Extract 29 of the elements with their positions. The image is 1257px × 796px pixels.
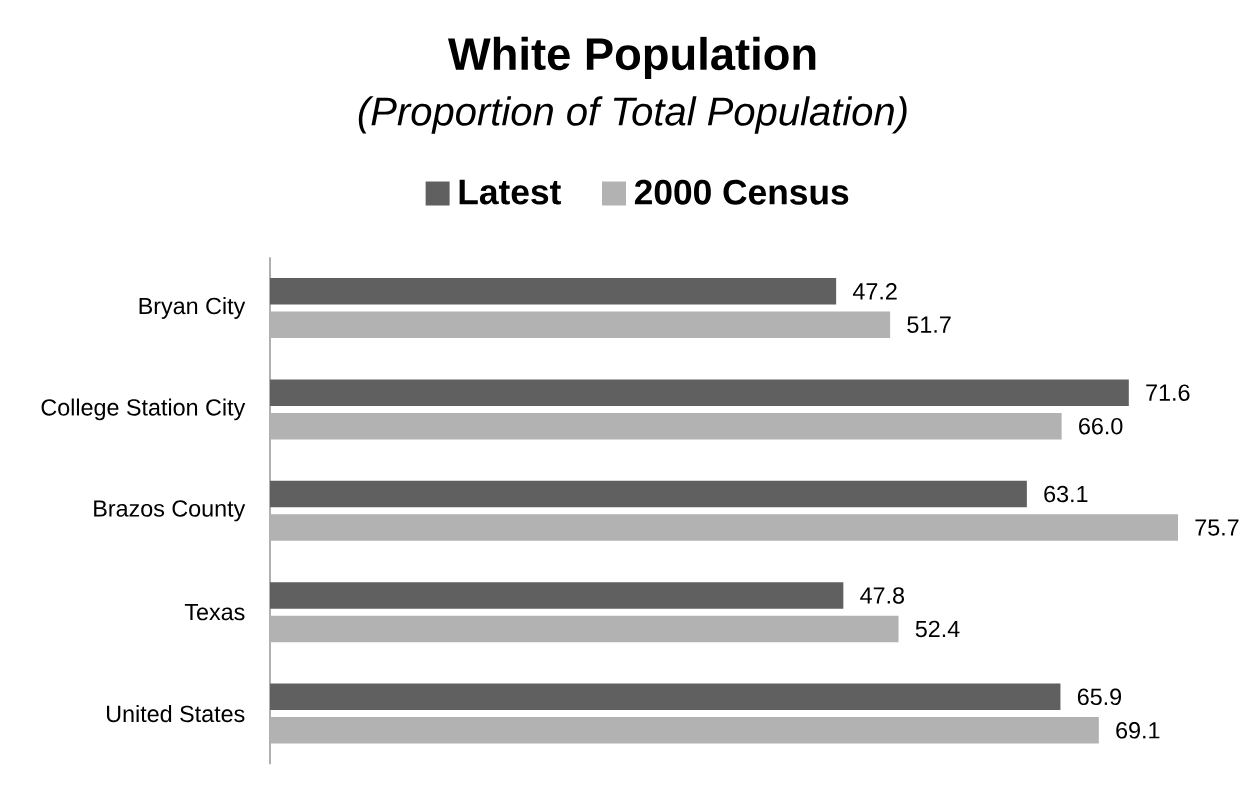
bar (270, 412, 1062, 440)
bar (270, 379, 1129, 406)
y-tick-label: College Station City (41, 398, 246, 421)
y-tick-label: Texas (184, 604, 245, 621)
bar (270, 278, 837, 305)
y-tick-label: United States (107, 705, 245, 723)
bar (270, 683, 1061, 711)
bar (270, 480, 1027, 508)
chart-subtitle: (Proportion of Total Population) (358, 96, 907, 134)
data-label: 65.9 (1077, 688, 1122, 706)
chart-title: White Population (447, 36, 816, 80)
data-label: 47.2 (852, 283, 897, 300)
y-tick-label: Bryan City (139, 297, 246, 319)
data-label: 51.7 (907, 316, 951, 333)
data-label: 69.1 (1116, 722, 1160, 739)
bar (270, 582, 844, 609)
bar (270, 717, 1099, 744)
bar (270, 311, 891, 338)
data-label: 52.4 (915, 620, 960, 638)
bar (270, 615, 899, 643)
y-tick-label: Brazos County (94, 500, 246, 522)
data-label: 66.0 (1079, 417, 1123, 435)
data-label: 71.6 (1146, 384, 1190, 401)
data-label: 47.8 (860, 587, 905, 604)
legend-label: Latest (459, 179, 561, 205)
bar (270, 514, 1178, 541)
data-label: 75.7 (1195, 519, 1239, 536)
legend-label: 2000 Census (634, 179, 849, 205)
data-label: 63.1 (1044, 485, 1088, 503)
